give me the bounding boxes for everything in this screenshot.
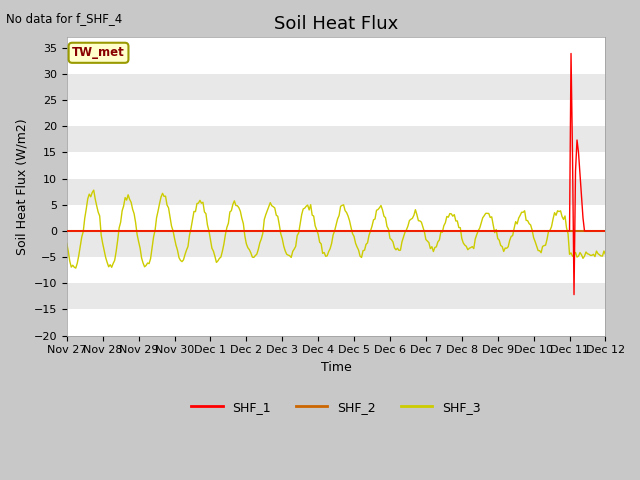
Bar — [67, 74, 605, 100]
Text: No data for f_SHF_4: No data for f_SHF_4 — [6, 12, 123, 25]
Bar — [67, 126, 605, 153]
Bar — [67, 179, 605, 205]
Y-axis label: Soil Heat Flux (W/m2): Soil Heat Flux (W/m2) — [15, 118, 28, 255]
Bar — [67, 283, 605, 310]
Bar — [67, 231, 605, 257]
Text: TW_met: TW_met — [72, 46, 125, 60]
Title: Soil Heat Flux: Soil Heat Flux — [274, 15, 398, 33]
X-axis label: Time: Time — [321, 361, 351, 374]
Legend: SHF_1, SHF_2, SHF_3: SHF_1, SHF_2, SHF_3 — [186, 396, 486, 419]
